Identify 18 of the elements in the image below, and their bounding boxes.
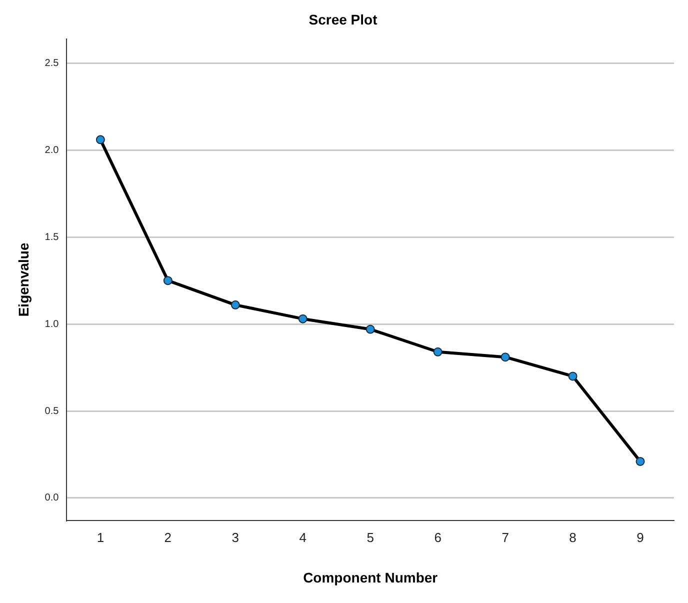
y-tick-label: 1.0 bbox=[44, 318, 60, 330]
x-tick-label: 9 bbox=[636, 530, 644, 545]
y-axis-title: Eigenvalue bbox=[15, 242, 32, 317]
x-tick-label: 2 bbox=[164, 530, 172, 545]
x-tick-label: 3 bbox=[232, 530, 240, 545]
x-tick-label: 1 bbox=[96, 530, 104, 545]
y-tick-label: 2.0 bbox=[44, 144, 60, 156]
y-tick-label: 0.0 bbox=[44, 492, 60, 504]
x-tick-label: 7 bbox=[502, 530, 509, 545]
chart-title: Scree Plot bbox=[308, 11, 378, 28]
x-tick-label: 4 bbox=[299, 530, 306, 545]
x-tick-label: 6 bbox=[434, 530, 442, 545]
x-axis-title: Component Number bbox=[303, 569, 438, 586]
y-tick-label: 2.5 bbox=[44, 58, 60, 69]
x-tick-label: 5 bbox=[366, 530, 374, 545]
y-tick-label: 0.5 bbox=[44, 406, 60, 417]
y-tick-label: 1.5 bbox=[44, 232, 60, 243]
x-tick-label: 8 bbox=[569, 530, 576, 545]
